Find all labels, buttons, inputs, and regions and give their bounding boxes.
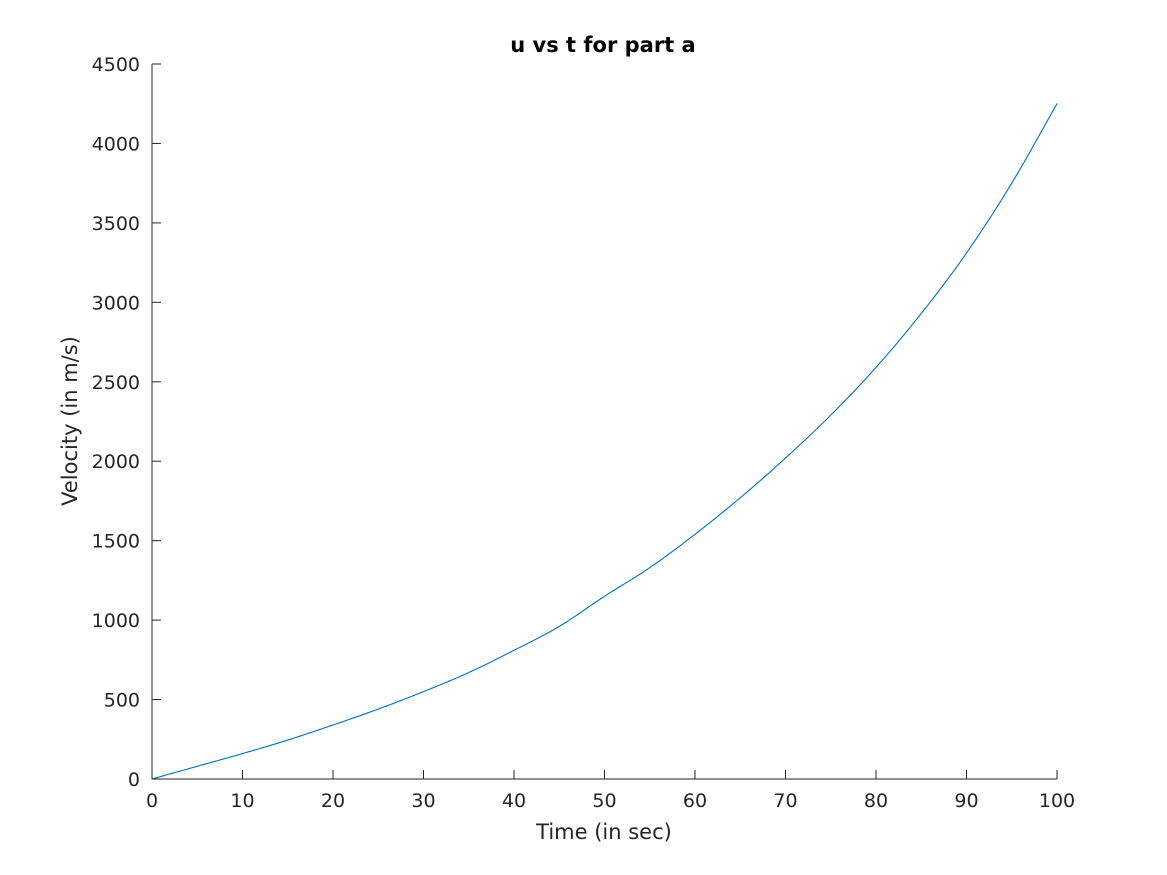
x-tick-label: 0 xyxy=(146,790,158,812)
x-tick-label: 10 xyxy=(230,790,254,812)
x-tick-label: 100 xyxy=(1039,790,1075,812)
x-tick-label: 40 xyxy=(502,790,526,812)
y-tick-label: 500 xyxy=(104,690,140,712)
y-tick-label: 2000 xyxy=(92,451,140,473)
x-tick-label: 20 xyxy=(321,790,345,812)
x-tick-label: 80 xyxy=(864,790,888,812)
x-tick-label: 70 xyxy=(773,790,797,812)
x-ticks: 0 10 20 30 40 50 60 70 80 90 100 xyxy=(146,770,1075,812)
x-tick-label: 60 xyxy=(683,790,707,812)
series-layer xyxy=(151,103,1058,780)
y-tick-label: 1500 xyxy=(92,531,140,553)
y-tick-label: 2500 xyxy=(92,372,140,394)
y-tick-label: 3000 xyxy=(92,292,140,314)
x-tick-label: 50 xyxy=(592,790,616,812)
plot-area: 0 10 20 30 40 50 60 70 80 90 100 0 500 1000 1500 2000 2… xyxy=(92,54,1075,812)
y-tick-label: 0 xyxy=(128,769,140,791)
y-tick-label: 1000 xyxy=(92,610,140,632)
y-ticks: 0 500 1000 1500 2000 2500 3000 3500 4000 4500 xyxy=(92,54,161,791)
y-tick-label: 3500 xyxy=(92,213,140,235)
x-axis-label: Time (in sec) xyxy=(535,820,672,844)
x-tick-label: 90 xyxy=(954,790,978,812)
y-tick-label: 4000 xyxy=(92,133,140,155)
chart-title: u vs t for part a xyxy=(510,33,695,57)
series-line-1 xyxy=(151,103,1058,780)
x-tick-label: 30 xyxy=(411,790,435,812)
y-tick-label: 4500 xyxy=(92,54,140,76)
y-axis-label: Velocity (in m/s) xyxy=(58,336,82,506)
